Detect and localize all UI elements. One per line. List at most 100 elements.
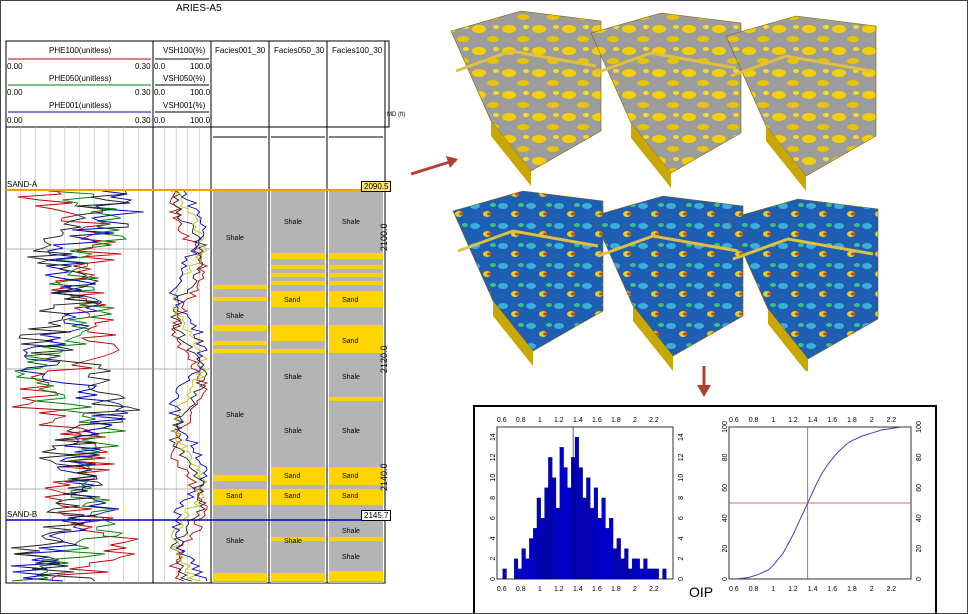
facies-label-sand: Sand xyxy=(284,473,301,480)
cdf-xtick-bottom: 1.8 xyxy=(847,586,857,593)
cdf-xtick-top: 1.4 xyxy=(808,417,818,424)
cdf-line xyxy=(735,426,903,580)
hist-ytick-right: 12 xyxy=(678,453,685,461)
vsh050-label: VSH050(%) xyxy=(163,74,206,83)
hist-ytick-right: 14 xyxy=(678,433,685,441)
hist-bar xyxy=(620,558,625,580)
cdf-xtick-top: 2.2 xyxy=(886,417,896,424)
hist-ytick-right: 4 xyxy=(678,536,685,540)
hist-xtick-bottom: 0.8 xyxy=(516,586,526,593)
phe-curve xyxy=(10,190,141,582)
facies-sand-band xyxy=(271,467,325,485)
hist-ytick-right: 10 xyxy=(678,474,685,482)
hist-bar xyxy=(639,568,644,580)
hist-bar xyxy=(662,568,667,580)
hist-bar xyxy=(529,538,534,580)
cdf-ytick-right: 80 xyxy=(916,453,923,461)
facies-sand-band xyxy=(271,489,325,505)
cdf-ytick-left: 60 xyxy=(722,484,729,492)
cdf-xtick-bottom: 2.2 xyxy=(886,586,896,593)
hist-bar xyxy=(521,548,526,580)
well-title: ARIES-A5 xyxy=(176,3,222,14)
facies-sand-band xyxy=(213,475,267,481)
oip-label: OIP xyxy=(689,584,714,600)
hist-bar xyxy=(574,436,579,580)
phe100-max: 0.30 xyxy=(135,62,151,71)
facies-sand-band xyxy=(271,537,325,541)
hist-bar xyxy=(563,467,568,580)
facies100-header: Facies100_30 xyxy=(332,46,383,55)
hist-xtick-bottom: 1.8 xyxy=(611,586,621,593)
phe-curve xyxy=(11,190,128,582)
facies-label-sand: Sand xyxy=(284,493,301,500)
hist-bar xyxy=(624,548,629,580)
hist-bar xyxy=(650,568,656,580)
hist-bar xyxy=(555,507,560,580)
hist-bar xyxy=(612,548,618,580)
hist-bar xyxy=(540,518,545,580)
model-blue-block-horizon xyxy=(457,229,599,253)
hist-bar xyxy=(517,568,522,580)
facies-label-sand: Sand xyxy=(342,493,359,500)
cdf-xtick-top: 2 xyxy=(870,417,874,424)
phe050-label: PHE050(unitless) xyxy=(49,74,112,83)
facies-sand-band xyxy=(271,349,325,353)
phe100-min: 0.00 xyxy=(7,62,23,71)
hist-ytick-left: 12 xyxy=(490,453,497,461)
phe001-max: 0.30 xyxy=(135,116,151,125)
vsh050-max: 100.0 xyxy=(190,88,211,97)
model-blue-block-side xyxy=(493,301,533,366)
vsh001-min: 0.0 xyxy=(154,116,166,125)
cdf-xtick-bottom: 1.4 xyxy=(808,586,818,593)
vsh100-min: 0.0 xyxy=(154,62,166,71)
hist-bar xyxy=(597,518,602,580)
vsh-curve xyxy=(167,190,208,582)
hist-bar xyxy=(586,477,591,580)
facies-label-shale: Shale xyxy=(284,374,302,381)
phe001-min: 0.00 xyxy=(7,116,23,125)
hist-xtick-top: 0.8 xyxy=(516,417,526,424)
hist-bar xyxy=(552,477,557,580)
facies-sand-band xyxy=(271,573,325,581)
facies-label-shale: Shale xyxy=(284,538,302,545)
hist-bar xyxy=(628,568,633,580)
facies-sand-band xyxy=(271,325,325,341)
facies-sand-band xyxy=(213,349,267,353)
hist-bar xyxy=(601,497,606,580)
facies-shale-column xyxy=(329,191,383,583)
facies-sand-band xyxy=(329,325,383,353)
cdf-xtick-bottom: 0.6 xyxy=(729,586,739,593)
cdf-xtick-top: 1.8 xyxy=(847,417,857,424)
facies-sand-band xyxy=(271,273,325,277)
marker-sand-b-label: SAND-B xyxy=(7,510,38,519)
hist-bar xyxy=(631,558,637,580)
arrow-down-icon xyxy=(697,366,711,397)
model-gray-block-side xyxy=(766,126,806,191)
phe050-min: 0.00 xyxy=(7,88,23,97)
model-gray-block xyxy=(450,10,602,172)
model-blue-block-side xyxy=(768,309,808,371)
facies-sand-band xyxy=(213,297,267,301)
vsh-curve xyxy=(168,190,208,582)
hist-ytick-right: 8 xyxy=(678,496,685,500)
hist-bar xyxy=(654,568,659,580)
facies-sand-band xyxy=(213,489,267,505)
model-gray-block xyxy=(725,15,877,177)
hist-ytick-right: 2 xyxy=(678,557,685,561)
cdf-ytick-right: 100 xyxy=(916,421,923,433)
phe-curve xyxy=(10,190,144,582)
facies-label-shale: Shale xyxy=(284,428,302,435)
facies-label-shale: Shale xyxy=(342,428,360,435)
model-gray-block-horizon xyxy=(595,51,737,75)
hist-xtick-bottom: 1.6 xyxy=(592,586,602,593)
facies-sand-band xyxy=(329,281,383,285)
hist-xtick-top: 1 xyxy=(538,417,542,424)
facies-sand-band xyxy=(213,341,267,345)
model-panels xyxy=(450,10,879,371)
facies-label-sand: Sand xyxy=(342,297,359,304)
facies-sand-band xyxy=(329,397,383,401)
facies-label-shale: Shale xyxy=(226,235,244,242)
facies-label-sand: Sand xyxy=(342,338,359,345)
facies-sand-band xyxy=(213,573,267,581)
cdf-xtick-bottom: 2 xyxy=(870,586,874,593)
